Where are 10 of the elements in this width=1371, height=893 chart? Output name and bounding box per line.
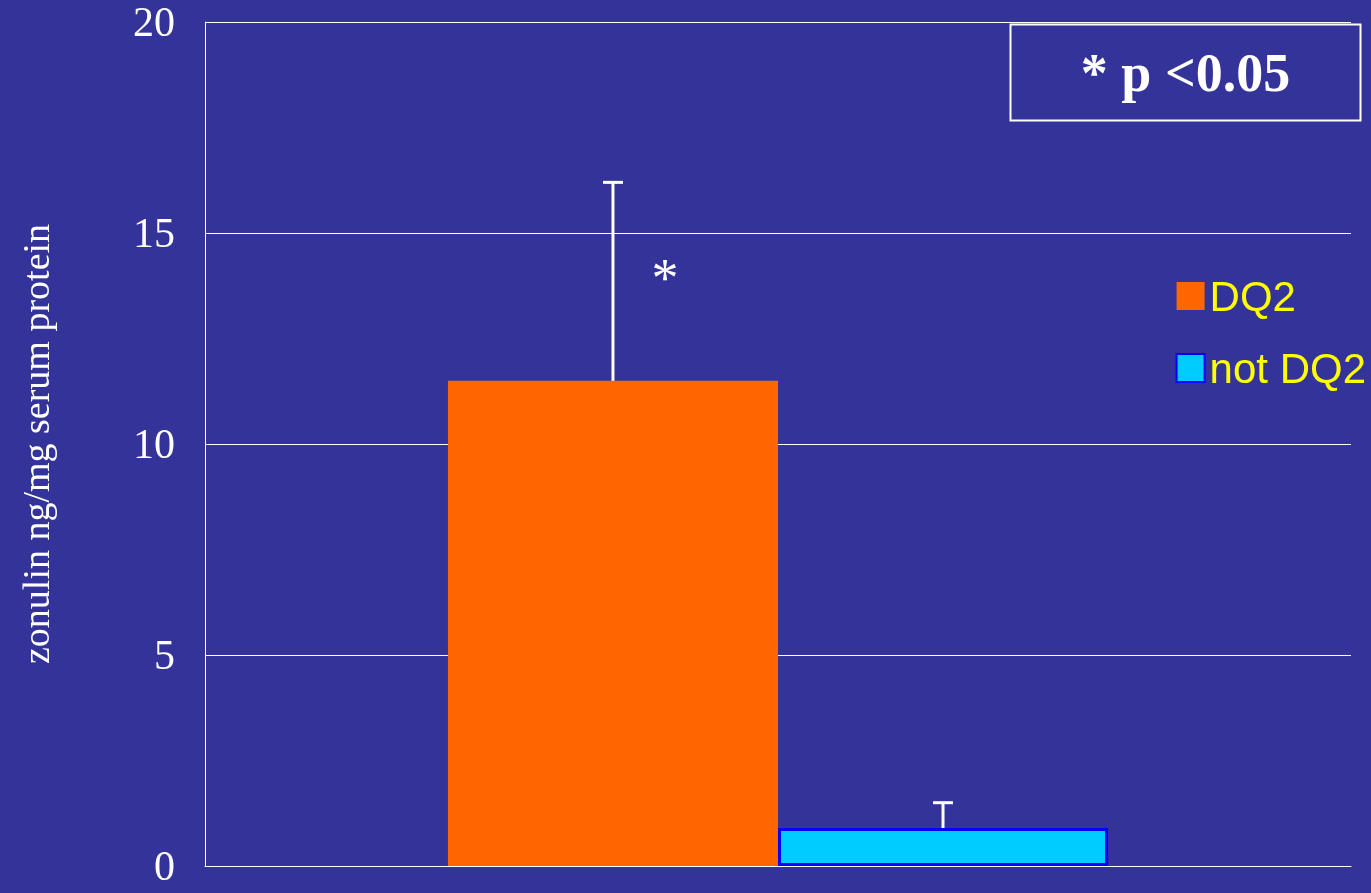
- annotation: *: [651, 248, 679, 308]
- legend-label: DQ2: [1209, 272, 1296, 320]
- y-tick-label: 5: [154, 632, 175, 678]
- y-axis-title: zonulin ng/mg serum protein: [15, 223, 57, 665]
- y-tick-label: 20: [133, 0, 175, 45]
- annotation: * p <0.05: [1080, 42, 1291, 103]
- y-tick-label: 15: [133, 210, 175, 256]
- y-tick-label: 10: [133, 421, 175, 467]
- legend-label: not DQ2: [1209, 344, 1367, 392]
- y-tick-label: 0: [154, 843, 175, 889]
